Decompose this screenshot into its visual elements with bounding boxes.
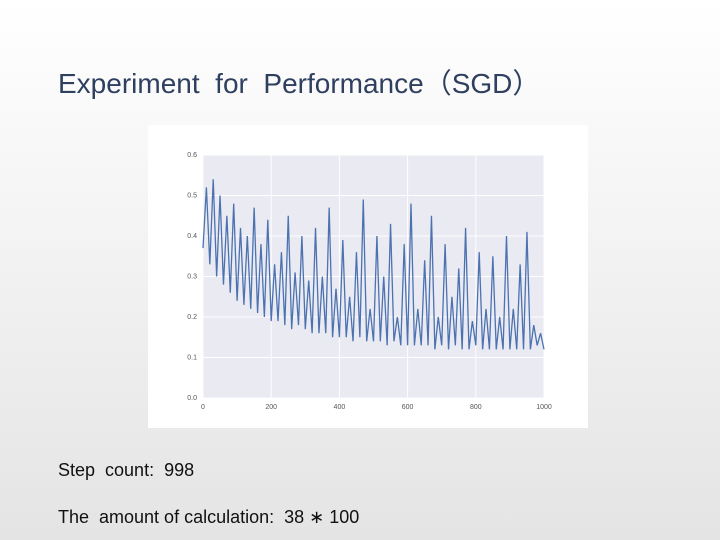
y-tick-label: 0.6 — [187, 152, 197, 159]
slide-title: Experiment for Performance（SGD） — [58, 68, 541, 99]
y-tick-label: 0.1 — [187, 354, 197, 361]
x-tick-label: 800 — [470, 404, 482, 411]
x-tick-label: 1000 — [536, 404, 552, 411]
y-tick-label: 0.4 — [187, 233, 197, 240]
x-tick-label: 200 — [265, 404, 277, 411]
text-line: The amount of calculation: 38 ∗ 100 — [58, 507, 360, 527]
y-tick-label: 0.0 — [187, 395, 197, 402]
y-tick-label: 0.2 — [187, 314, 197, 321]
x-tick-label: 0 — [201, 404, 205, 411]
data-line — [202, 179, 545, 350]
text-line: Step count: 998 — [58, 460, 195, 480]
y-tick-label: 0.5 — [187, 192, 197, 199]
x-tick-label: 400 — [334, 404, 346, 411]
x-tick-label: 600 — [402, 404, 414, 411]
y-tick-label: 0.3 — [187, 273, 197, 280]
